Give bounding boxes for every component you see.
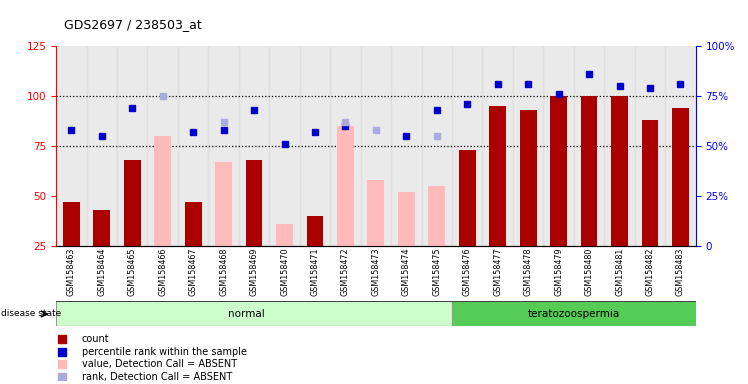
- Bar: [361, 46, 391, 246]
- Bar: [185, 202, 201, 246]
- Text: GDS2697 / 238503_at: GDS2697 / 238503_at: [64, 18, 201, 31]
- Bar: [117, 46, 147, 246]
- Bar: [178, 46, 209, 246]
- Bar: [94, 210, 110, 246]
- Text: disease state: disease state: [1, 310, 61, 318]
- Bar: [604, 46, 635, 246]
- Bar: [154, 136, 171, 246]
- Bar: [239, 46, 269, 246]
- Bar: [269, 46, 300, 246]
- Bar: [513, 46, 543, 246]
- Text: percentile rank within the sample: percentile rank within the sample: [82, 347, 247, 357]
- Bar: [307, 216, 323, 246]
- Bar: [459, 150, 476, 246]
- Bar: [489, 106, 506, 246]
- Bar: [391, 46, 422, 246]
- Bar: [209, 46, 239, 246]
- Bar: [635, 46, 665, 246]
- Bar: [56, 46, 87, 246]
- Bar: [520, 110, 536, 246]
- Text: value, Detection Call = ABSENT: value, Detection Call = ABSENT: [82, 359, 237, 369]
- Bar: [300, 46, 330, 246]
- Bar: [482, 46, 513, 246]
- Bar: [87, 46, 117, 246]
- Bar: [215, 162, 232, 246]
- Bar: [672, 108, 689, 246]
- Bar: [574, 46, 604, 246]
- Text: normal: normal: [228, 309, 265, 319]
- Text: teratozoospermia: teratozoospermia: [527, 309, 620, 319]
- Bar: [276, 224, 293, 246]
- Bar: [551, 96, 567, 246]
- Bar: [124, 160, 141, 246]
- Bar: [429, 186, 445, 246]
- Bar: [580, 96, 598, 246]
- Bar: [422, 46, 452, 246]
- Bar: [398, 192, 414, 246]
- Bar: [611, 96, 628, 246]
- Text: rank, Detection Call = ABSENT: rank, Detection Call = ABSENT: [82, 372, 232, 382]
- Bar: [63, 202, 80, 246]
- Bar: [665, 46, 696, 246]
- Bar: [147, 46, 178, 246]
- Bar: [337, 126, 354, 246]
- Bar: [452, 301, 696, 326]
- Bar: [330, 46, 361, 246]
- Bar: [543, 46, 574, 246]
- Bar: [56, 301, 452, 326]
- Bar: [642, 120, 658, 246]
- Bar: [245, 160, 263, 246]
- Text: count: count: [82, 334, 109, 344]
- Bar: [452, 46, 482, 246]
- Bar: [367, 180, 384, 246]
